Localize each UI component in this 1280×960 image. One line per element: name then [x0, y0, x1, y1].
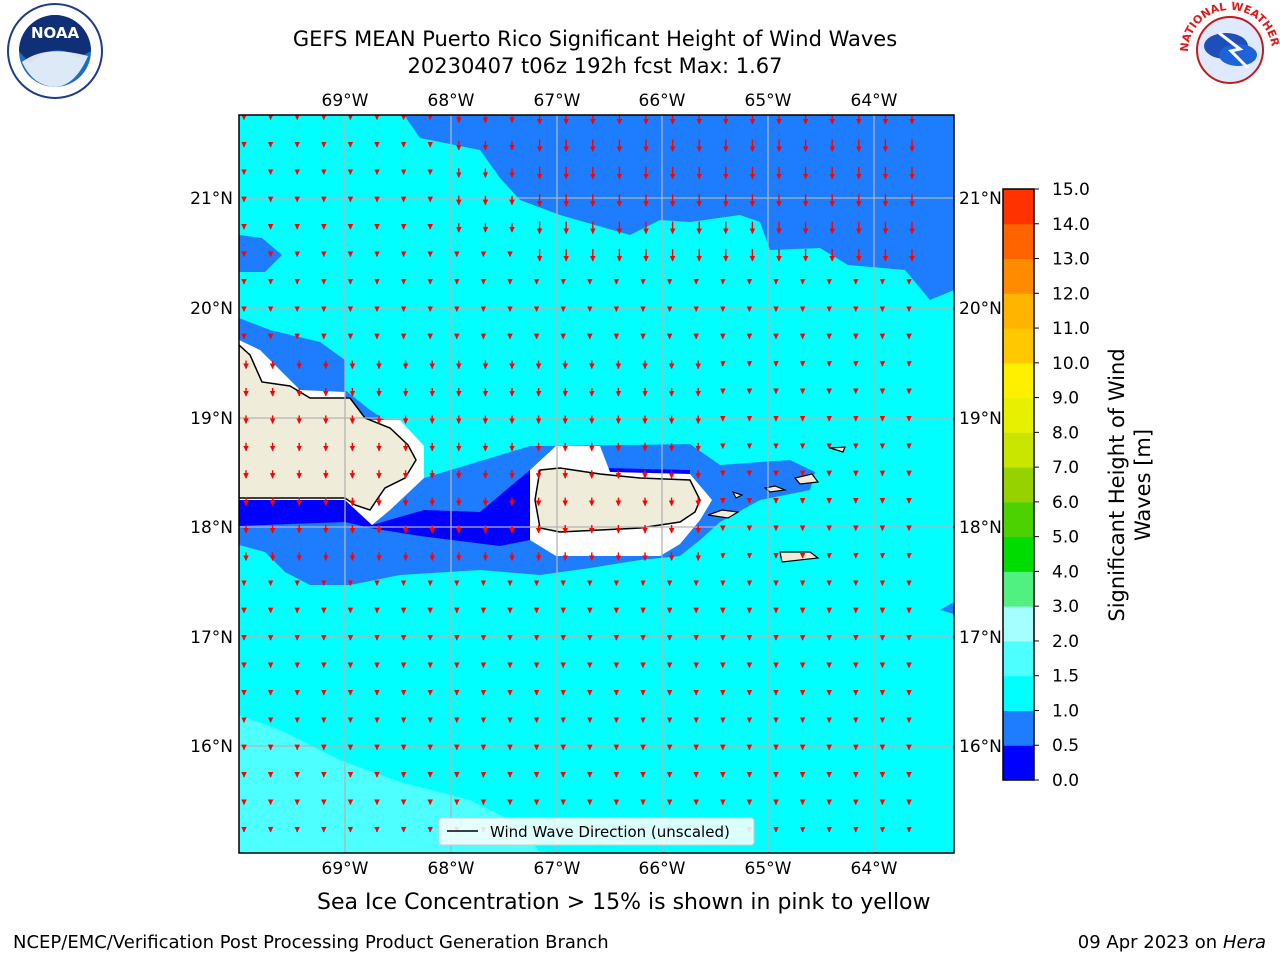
colorbar-segment: [1003, 293, 1034, 329]
anegada-island: [829, 446, 846, 453]
sea-band-0.5-1.0-east: [940, 602, 954, 614]
colorbar-tick-label: 12.0: [1052, 284, 1090, 304]
lat-label-right: 20°N: [959, 299, 1002, 319]
lon-label-bottom: 66°W: [639, 859, 686, 879]
colorbar-tick-label: 5.0: [1052, 528, 1079, 548]
lon-label-bottom: 65°W: [745, 859, 792, 879]
latitude-labels-right: 21°N 20°N 19°N 18°N 17°N 16°N: [959, 189, 1002, 757]
lat-label-left: 18°N: [190, 518, 233, 538]
lat-label-left: 19°N: [190, 409, 233, 429]
map-frame: [238, 114, 955, 854]
colorbar-segment: [1003, 467, 1034, 503]
lon-label-bottom: 67°W: [534, 859, 581, 879]
colorbar: [1003, 189, 1034, 781]
lon-label-top: 68°W: [428, 91, 475, 111]
legend-label: Wind Wave Direction (unscaled): [490, 823, 730, 841]
colorbar-segment: [1003, 397, 1034, 433]
footer-date-text: 09 Apr 2023 on: [1077, 932, 1223, 953]
culebra-island: [731, 490, 744, 499]
lat-label-left: 16°N: [190, 737, 233, 757]
colorbar-tick-label: 6.0: [1052, 493, 1079, 513]
lon-label-bottom: 69°W: [322, 859, 369, 879]
st-croix-island: [779, 551, 820, 563]
colorbar-segment: [1003, 432, 1034, 468]
lat-label-right: 17°N: [959, 628, 1002, 648]
colorbar-tick-label: 8.0: [1052, 423, 1079, 443]
svg-text:NATIONAL WEATHER SERVICE: NATIONAL WEATHER SERVICE: [0, 0, 1280, 52]
colorbar-segment: [1003, 362, 1034, 399]
virgin-islands-east: [793, 473, 820, 485]
colorbar-segment: [1003, 223, 1034, 260]
colorbar-tick-label: 15.0: [1052, 180, 1090, 200]
colorbar-tick-label: 14.0: [1052, 215, 1090, 235]
lat-label-right: 21°N: [959, 189, 1002, 209]
colorbar-segment: [1003, 640, 1034, 677]
footer-credit: NCEP/EMC/Verification Post Processing Pr…: [13, 932, 609, 953]
colorbar-segment: [1003, 189, 1034, 225]
svg-text:NOAA: NOAA: [31, 24, 80, 42]
graticule: [239, 115, 954, 853]
colorbar-segment: [1003, 501, 1034, 538]
colorbar-tick-label: 2.0: [1052, 632, 1079, 652]
lon-label-bottom: 68°W: [428, 859, 475, 879]
lon-label-top: 69°W: [322, 91, 369, 111]
noaa-logo: NOAA: [7, 3, 103, 99]
map-legend: Wind Wave Direction (unscaled): [438, 817, 755, 846]
colorbar-segment: [1003, 606, 1034, 642]
lon-label-top: 65°W: [745, 91, 792, 111]
colorbar-segment: [1003, 710, 1034, 746]
colorbar-tick-label: 1.5: [1052, 667, 1079, 687]
wind-wave-arrows: [241, 115, 915, 833]
colorbar-tick-label: 1.0: [1052, 701, 1079, 721]
colorbar-segment: [1003, 571, 1034, 607]
colorbar-tick-label: 0.5: [1052, 736, 1079, 756]
colorbar-segment: [1003, 536, 1034, 572]
lon-label-top: 64°W: [851, 91, 898, 111]
sea-band-0.5-1.0-north: [404, 115, 954, 300]
colorbar-ticks: 0.0 0.5 1.0 1.5 2.0 3.0 4.0 5.0 6.0 7.0 8.0 9.0 10.0…: [1034, 180, 1090, 791]
colorbar-label-line2: Waves [m]: [1131, 429, 1155, 541]
colorbar-tick-label: 10.0: [1052, 354, 1090, 374]
colorbar-tick-label: 7.0: [1052, 458, 1079, 478]
sea-band-0.5-1.0-west: [239, 235, 282, 272]
colorbar-tick-label: 4.0: [1052, 562, 1079, 582]
colorbar-segment: [1003, 258, 1034, 294]
colorbar-tick-label: 9.0: [1052, 389, 1079, 409]
sea-ice-caption: Sea Ice Concentration > 15% is shown in …: [317, 890, 931, 915]
colorbar-frame: [1002, 188, 1035, 781]
map-panel: [239, 115, 954, 853]
colorbar-tick-label: 0.0: [1052, 771, 1079, 791]
colorbar-tick-label: 3.0: [1052, 597, 1079, 617]
colorbar-label-line1: Significant Height of Wind: [1105, 348, 1129, 621]
longitude-labels-bottom: 69°W 68°W 67°W 66°W 65°W 64°W: [322, 859, 898, 879]
colorbar-segment: [1003, 328, 1034, 364]
lat-label-left: 20°N: [190, 299, 233, 319]
lat-label-left: 17°N: [190, 628, 233, 648]
colorbar-tick-label: 11.0: [1052, 319, 1090, 339]
longitude-labels-top: 69°W 68°W 67°W 66°W 65°W 64°W: [322, 91, 898, 111]
map-title-line2: 20230407 t06z 192h fcst Max: 1.67: [407, 54, 783, 78]
lon-label-top: 66°W: [639, 91, 686, 111]
colorbar-segment: [1003, 745, 1034, 781]
lat-label-right: 19°N: [959, 409, 1002, 429]
map-title-line1: GEFS MEAN Puerto Rico Significant Height…: [292, 27, 898, 51]
colorbar-segment: [1003, 675, 1034, 711]
colorbar-tick-label: 13.0: [1052, 250, 1090, 270]
footer-host: Hera: [1222, 932, 1266, 953]
footer-date: 09 Apr 2023 on Hera: [1078, 932, 1266, 953]
lat-label-right: 18°N: [959, 518, 1002, 538]
lat-label-right: 16°N: [959, 737, 1002, 757]
latitude-labels-left: 21°N 20°N 19°N 18°N 17°N 16°N: [190, 189, 233, 757]
colorbar-title: Significant Height of Wind Waves [m]: [1105, 348, 1155, 621]
lat-label-left: 21°N: [190, 189, 233, 209]
vieques-island: [707, 509, 740, 519]
puerto-rico-land: [534, 467, 701, 533]
lon-label-top: 67°W: [534, 91, 581, 111]
lon-label-bottom: 64°W: [851, 859, 898, 879]
national-weather-service-logo: NATIONAL WEATHER SERVICE: [0, 0, 1280, 98]
